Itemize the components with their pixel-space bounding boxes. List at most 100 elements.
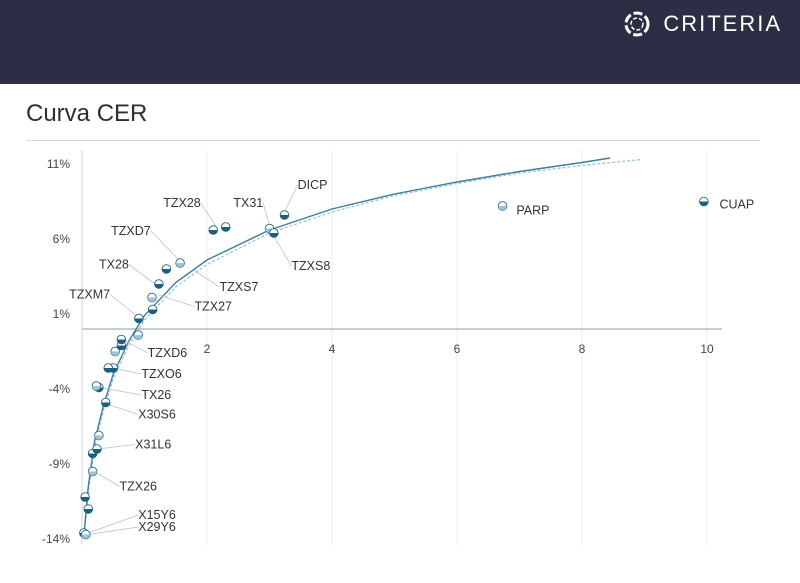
data-point-fill <box>92 449 102 454</box>
data-point-fill <box>103 368 113 373</box>
data-point-fill <box>280 215 289 220</box>
data-point <box>94 430 104 441</box>
data-point-fill <box>208 230 218 235</box>
data-point <box>161 264 172 274</box>
data-point <box>116 334 127 345</box>
point-label: TZX26 <box>120 480 158 494</box>
leader-line <box>94 471 120 487</box>
data-point-fill <box>88 471 97 476</box>
y-tick-label: 11% <box>47 157 70 171</box>
point-label: TZX28 <box>163 196 201 210</box>
brand-logo: CRITERIA <box>619 6 782 42</box>
leader-line <box>88 526 139 535</box>
fit-curves <box>83 157 642 540</box>
point-label: CUAP <box>720 198 755 212</box>
y-tick-label: -9% <box>49 457 71 471</box>
x-tick-label: 8 <box>579 342 586 356</box>
data-point-fill <box>80 497 90 502</box>
data-point-fill <box>699 201 709 206</box>
data-point-fill <box>92 386 101 391</box>
point-label: DICP <box>298 178 328 192</box>
x-tick-label: 6 <box>454 342 461 356</box>
page-title: Curva CER <box>26 100 148 127</box>
leader-line <box>200 202 217 228</box>
leader-line <box>88 514 139 534</box>
y-tick-label: -4% <box>49 382 71 396</box>
leader-line <box>97 444 136 450</box>
data-point <box>134 313 144 324</box>
data-point <box>92 444 102 454</box>
point-label: TX28 <box>99 258 129 272</box>
leader-line <box>194 270 220 288</box>
data-point <box>497 201 508 211</box>
y-tick-label: 6% <box>53 232 71 246</box>
data-points <box>79 196 709 540</box>
data-point <box>147 304 158 315</box>
leader-line <box>262 202 270 226</box>
leader-line <box>106 403 139 415</box>
data-point <box>279 210 290 220</box>
data-point <box>699 196 709 207</box>
leader-line <box>100 387 142 396</box>
leader-line <box>125 340 148 354</box>
data-point <box>80 492 90 502</box>
criteria-ring-logo-icon <box>624 11 650 37</box>
fit-curve-alt <box>83 158 642 540</box>
point-label: TZXS8 <box>291 259 330 273</box>
data-point <box>269 228 279 238</box>
point-label: TZXO6 <box>141 367 181 381</box>
chart-grid <box>206 150 708 545</box>
data-point <box>100 397 111 408</box>
point-label: TZX27 <box>195 300 233 314</box>
data-point <box>103 363 113 373</box>
title-divider <box>26 140 760 141</box>
data-point-fill <box>94 435 104 440</box>
data-point-fill <box>117 339 126 344</box>
leader-line <box>113 367 142 375</box>
data-point-fill <box>221 227 231 232</box>
y-tick-label: -14% <box>42 532 70 546</box>
leader-line <box>273 235 292 267</box>
data-point <box>175 258 185 268</box>
chart-axes: 2 4 6 8 10 11% 6% 1% -4% -9% -14% <box>42 150 722 546</box>
data-point <box>91 381 102 391</box>
point-label: TZXS7 <box>220 280 259 294</box>
data-point <box>110 346 120 357</box>
header-bar: CRITERIA <box>0 0 800 84</box>
data-point <box>220 222 231 232</box>
y-tick-label: 1% <box>53 307 71 321</box>
data-point <box>154 279 164 289</box>
leader-line <box>150 230 180 261</box>
data-point-fill <box>175 263 185 268</box>
data-point-fill <box>83 509 93 514</box>
point-label: TZXM7 <box>69 288 110 302</box>
data-point-fill <box>498 206 507 211</box>
data-point <box>208 225 218 235</box>
data-point <box>147 292 157 303</box>
leader-line <box>284 184 298 213</box>
data-point-fill <box>154 284 164 289</box>
data-point-fill <box>110 351 120 356</box>
point-label: TZXD7 <box>111 224 151 238</box>
brand-name: CRITERIA <box>663 11 782 36</box>
data-point-fill <box>117 345 126 350</box>
data-point <box>80 529 91 540</box>
data-point-fill <box>134 318 144 323</box>
x-tick-label: 10 <box>700 342 714 356</box>
fit-curve <box>83 157 611 537</box>
data-point-fill <box>133 335 143 340</box>
point-label: TZXD6 <box>148 346 188 360</box>
data-point-fill <box>147 297 157 302</box>
x-tick-label: 4 <box>329 342 336 356</box>
point-label: X15Y6 <box>138 508 176 522</box>
data-point-fill <box>101 402 111 407</box>
point-label: X30S6 <box>138 408 176 422</box>
x-tick-label: 2 <box>204 342 211 356</box>
point-label: TX26 <box>141 388 171 402</box>
data-point-fill <box>148 309 157 314</box>
data-point-fill <box>269 233 279 238</box>
data-point-fill <box>162 269 171 274</box>
leader-line <box>156 294 195 307</box>
point-label: X29Y6 <box>138 520 176 534</box>
point-label: TX31 <box>233 196 263 210</box>
